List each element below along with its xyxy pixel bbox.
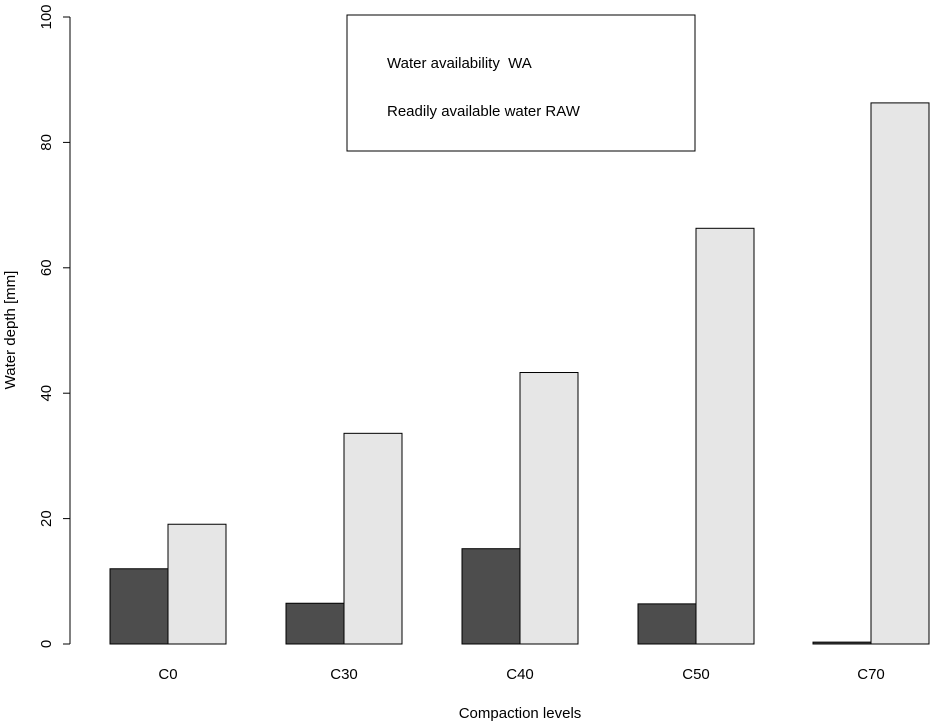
bar-c40-raw bbox=[519, 372, 579, 645]
y-tick-label: 100 bbox=[38, 4, 55, 29]
bar-c30-wa bbox=[285, 602, 345, 645]
y-axis: 0 20 40 60 80 100 bbox=[38, 4, 71, 648]
bar-c40-wa bbox=[461, 548, 521, 645]
legend: Water availability WA Readily available … bbox=[346, 14, 696, 152]
bar-c50-raw bbox=[695, 227, 755, 645]
x-axis: C0 C30 C40 C50 C70 bbox=[158, 666, 884, 683]
bar-c0-raw bbox=[167, 523, 227, 645]
x-tick-label: C40 bbox=[506, 666, 534, 683]
bar-c50-wa bbox=[637, 603, 697, 645]
y-tick-label: 80 bbox=[38, 134, 55, 151]
y-tick-label: 60 bbox=[38, 259, 55, 276]
legend-box bbox=[346, 14, 696, 152]
x-tick-label: C30 bbox=[330, 666, 358, 683]
x-tick-label: C0 bbox=[158, 666, 177, 683]
legend-item-wa: Water availability WA bbox=[387, 55, 532, 72]
y-axis-label: Water depth [mm] bbox=[2, 271, 19, 390]
y-tick-label: 0 bbox=[38, 640, 55, 648]
bar-c30-raw bbox=[343, 432, 403, 645]
bar-c0-wa bbox=[109, 568, 169, 645]
y-tick-label: 40 bbox=[38, 385, 55, 402]
y-tick-label: 20 bbox=[38, 510, 55, 527]
x-axis-label: Compaction levels bbox=[459, 705, 582, 722]
bar-c70-wa bbox=[812, 641, 872, 645]
x-tick-label: C70 bbox=[857, 666, 885, 683]
bars-group bbox=[109, 102, 930, 645]
legend-item-raw: Readily available water RAW bbox=[387, 103, 581, 120]
bar-c70-raw bbox=[870, 102, 930, 645]
x-tick-label: C50 bbox=[682, 666, 710, 683]
